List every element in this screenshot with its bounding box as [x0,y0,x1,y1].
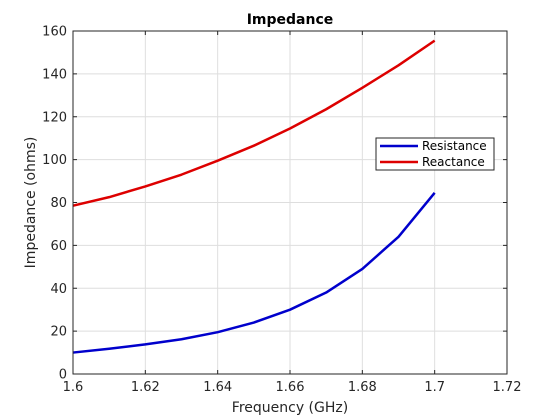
x-tick-label: 1.64 [203,380,232,395]
axis-ticks [72,30,508,375]
x-tick-label: 1.72 [493,380,522,395]
y-tick-label: 40 [50,282,67,297]
y-tick-label: 0 [59,368,67,383]
y-axis-label: Impedance (ohms) [23,137,39,269]
tick-labels: 1.6 1.62 1.64 1.66 1.68 1.7 1.72 0 20 40 60 80 100 12… [42,25,521,396]
legend-label-resistance: Resistance [422,139,487,153]
legend: Resistance Reactance [375,137,495,171]
legend-label-reactance: Reactance [422,155,485,169]
series-line-resistance [72,192,436,354]
y-tick-label: 140 [42,67,67,82]
y-tick-label: 160 [42,25,67,40]
y-tick-label: 100 [42,153,67,168]
series-line-reactance [72,39,436,207]
y-tick-label: 60 [50,239,67,254]
chart-title: Impedance [247,12,334,28]
x-tick-label: 1.68 [348,380,377,395]
x-axis-label: Frequency (GHz) [232,400,348,416]
y-tick-label: 120 [42,110,67,125]
y-tick-label: 20 [50,325,67,340]
x-tick-label: 1.62 [131,380,160,395]
x-tick-label: 1.7 [424,380,445,395]
x-tick-label: 1.66 [276,380,305,395]
x-tick-label: 1.6 [63,380,84,395]
legend-box [375,137,495,171]
series-lines [72,39,436,354]
y-tick-label: 80 [50,196,67,211]
